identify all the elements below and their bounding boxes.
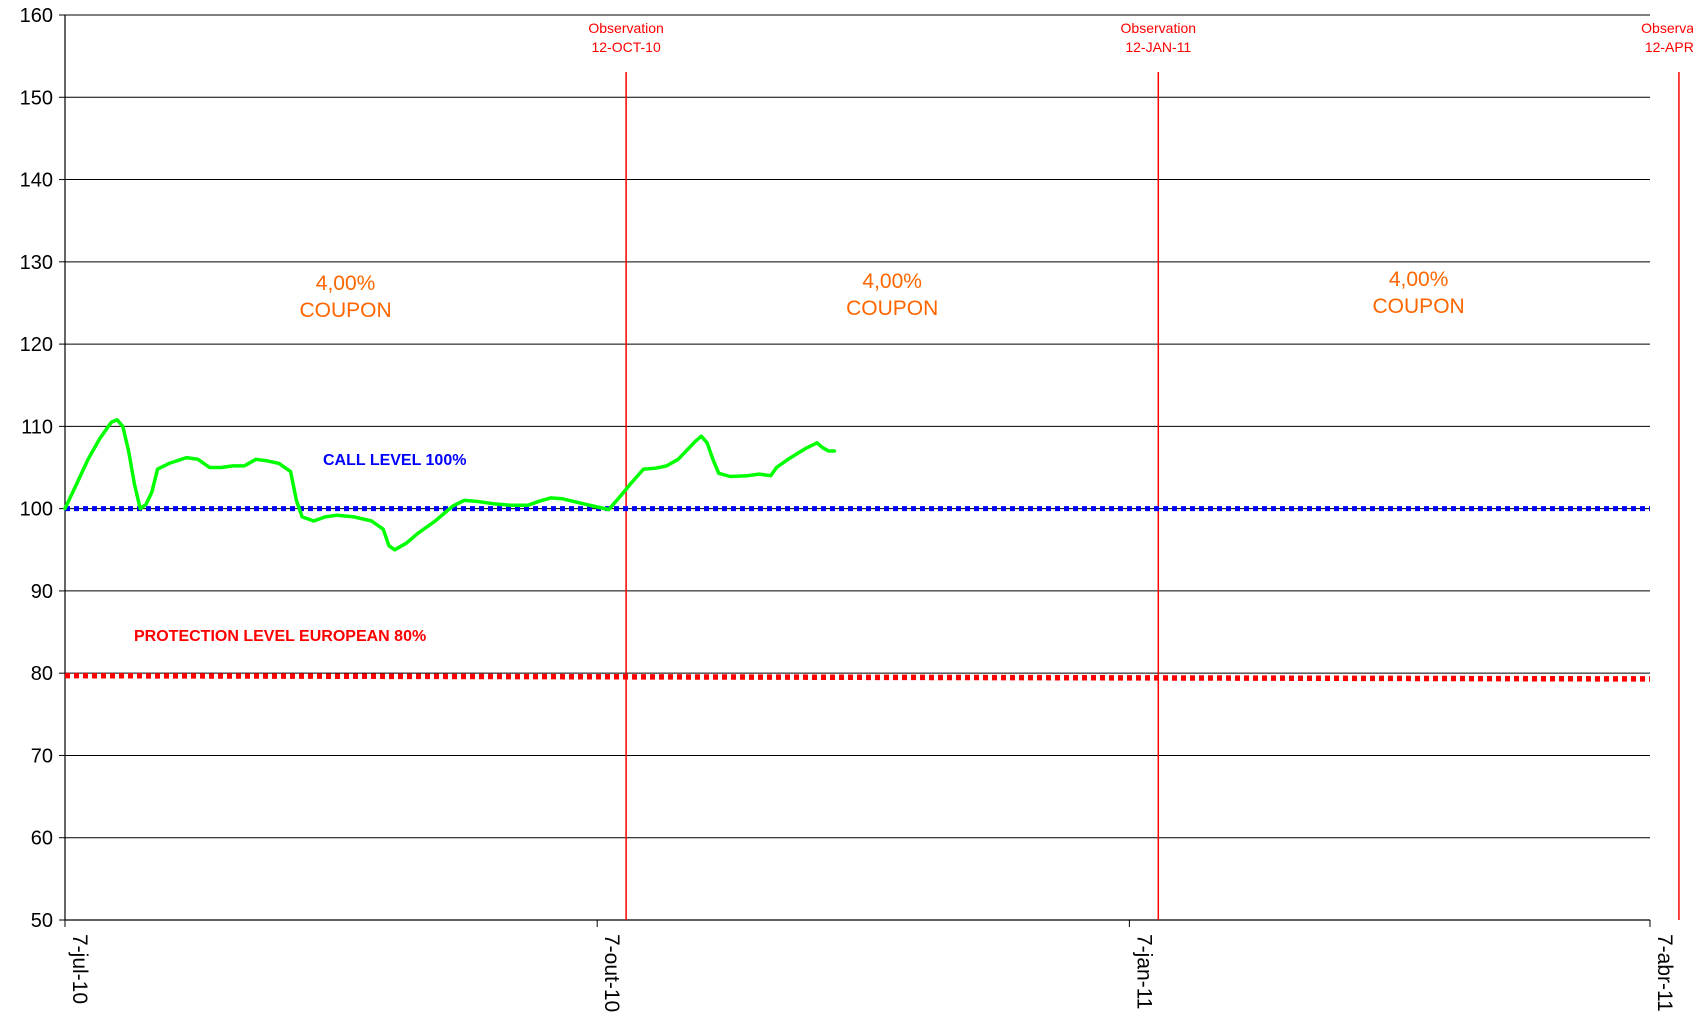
observation-label: Observation [588,20,663,36]
observation-label: Observation [1641,20,1693,36]
observation-date: 12-APR-11 [1645,39,1693,55]
observation-date: 12-JAN-11 [1125,39,1191,55]
coupon-rate: 4,00% [316,272,376,295]
coupon-rate: 4,00% [862,270,922,293]
xtick-label: 7-abr-11 [1653,934,1676,1012]
protection-level-line [64,672,1651,682]
coupon-label: COUPON [299,299,391,322]
ytick-label: 50 [31,910,53,932]
ytick-label: 120 [20,334,53,356]
ytick-label: 110 [21,416,53,438]
series-layer [63,418,837,552]
ytick-label: 80 [31,663,53,685]
observation-label: Observation [1121,20,1196,36]
call-level-label: CALL LEVEL 100% [323,452,466,469]
annotations: Observation 12-OCT-10 Observation 12-JAN-11… [134,20,1693,645]
xtick-label: 7-jan-11 [1132,934,1155,1010]
coupon-label: COUPON [1373,295,1465,318]
grid-lines [65,14,1650,921]
ytick-label: 60 [31,828,53,850]
ytick-label: 150 [20,87,53,109]
ytick-label: 90 [31,581,53,603]
coupon-label: COUPON [846,297,938,320]
ytick-label: 130 [20,252,53,274]
axes: 50 60 70 80 90 100 110 120 130 140 150 160 7-jul-10 7… [20,5,1676,1012]
ytick-label: 160 [20,5,53,27]
coupon-rate: 4,00% [1389,268,1449,291]
observation-date: 12-OCT-10 [591,39,660,55]
xtick-label: 7-jul-10 [68,934,91,1004]
ytick-label: 140 [20,170,53,192]
observation-markers [625,72,1680,920]
series-line [63,418,837,552]
protection-level-label: PROTECTION LEVEL EUROPEAN 80% [134,628,426,645]
xtick-label: 7-out-10 [600,934,623,1012]
ytick-label: 100 [20,499,53,521]
level-lines [64,506,1651,682]
ytick-label: 70 [31,745,53,767]
